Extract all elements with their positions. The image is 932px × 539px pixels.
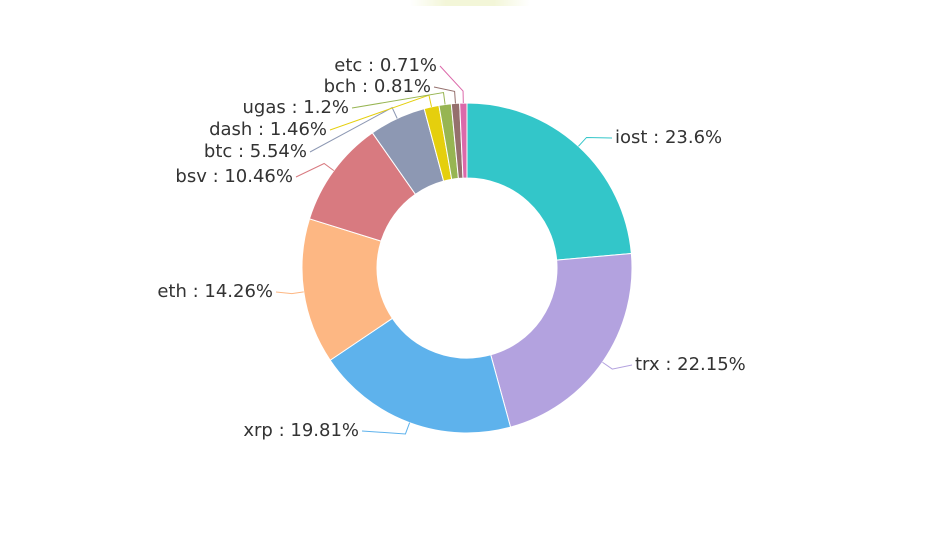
slice-label-bch: bch : 0.81% [324, 76, 431, 97]
slice-label-etc: etc : 0.71% [334, 55, 437, 76]
slice-label-trx: trx : 22.15% [635, 354, 746, 375]
slice-label-xrp: xrp : 19.81% [243, 420, 359, 441]
slice-label-eth: eth : 14.26% [157, 281, 273, 302]
slice-label-ugas: ugas : 1.2% [243, 97, 349, 118]
slice-iost[interactable] [466, 102, 632, 261]
leader-line-etc [439, 65, 464, 104]
leader-line-bsv [295, 162, 335, 178]
leader-line-ugas [351, 91, 446, 109]
slice-etc[interactable] [459, 102, 468, 179]
slice-label-btc: btc : 5.54% [204, 141, 307, 162]
slice-xrp[interactable] [329, 317, 512, 434]
leader-line-trx [602, 361, 633, 370]
labels-layer: iost : 23.6% trx : 22.15% xrp : 19.81% eth … [157, 55, 745, 441]
slice-label-dash: dash : 1.46% [209, 119, 327, 140]
slice-label-iost: iost : 23.6% [615, 127, 722, 148]
header-fade [410, 0, 530, 6]
leader-line-bch [433, 86, 456, 104]
leader-line-iost [578, 136, 613, 147]
slice-trx[interactable] [490, 252, 633, 428]
leader-line-xrp [361, 422, 411, 435]
slices-layer [301, 102, 633, 434]
leader-line-eth [275, 291, 304, 295]
slice-label-bsv: bsv : 10.46% [175, 166, 293, 187]
